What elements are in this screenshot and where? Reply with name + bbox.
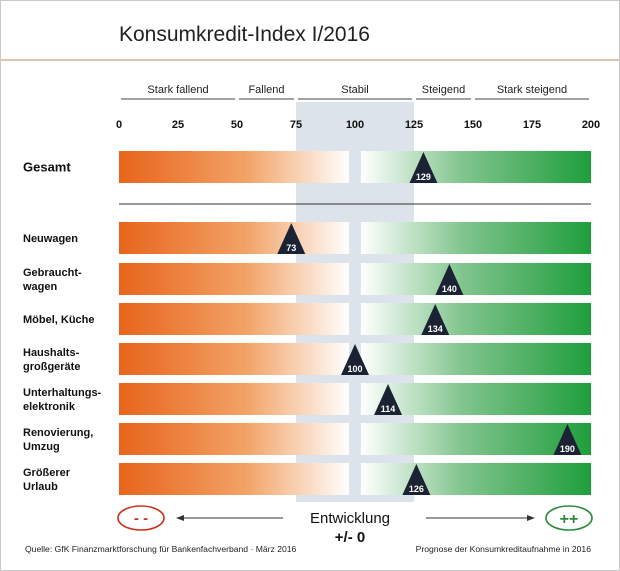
bar-positive [360, 222, 591, 254]
bar-negative [119, 383, 350, 415]
zone-label: Stabil [341, 84, 369, 96]
zone-label: Stark fallend [147, 84, 208, 96]
bar-positive [360, 463, 591, 495]
value-label: 129 [416, 172, 431, 182]
bar-positive [360, 303, 591, 335]
bar-negative [119, 423, 350, 455]
bar-negative [119, 151, 350, 183]
category-label: Neuwagen [23, 233, 78, 245]
plus-label: ++ [560, 511, 579, 528]
bar-positive [360, 151, 591, 183]
bar-negative [119, 303, 350, 335]
category-label: Gesamt [23, 160, 71, 175]
value-marker [421, 304, 450, 335]
arrow-left-head [176, 515, 184, 521]
value-marker [402, 464, 431, 495]
value-label: 140 [442, 284, 457, 294]
category-label: wagen [22, 281, 58, 293]
source-note: Quelle: GfK Finanzmarktforschung für Ban… [25, 544, 297, 554]
tick-label: 100 [346, 119, 364, 131]
arrow-right-head [527, 515, 535, 521]
value-marker [553, 424, 582, 455]
category-label: Möbel, Küche [23, 314, 95, 326]
value-label: 134 [428, 324, 443, 334]
category-label: großgeräte [23, 361, 80, 373]
category-label: Größerer [23, 467, 71, 479]
value-marker [277, 223, 306, 254]
tick-label: 200 [582, 119, 600, 131]
center-value: +/- 0 [335, 529, 365, 546]
tick-label: 75 [290, 119, 302, 131]
tick-label: 125 [405, 119, 423, 131]
category-label: Gebraucht- [23, 267, 82, 279]
bar-positive [360, 423, 591, 455]
category-label: Haushalts- [23, 347, 80, 359]
bar-positive [360, 343, 591, 375]
minus-label: - - [134, 510, 148, 527]
zone-label: Fallend [248, 84, 284, 96]
tick-label: 175 [523, 119, 541, 131]
plus-oval [545, 505, 593, 531]
category-label: Unterhaltungs- [23, 387, 102, 399]
tick-label: 25 [172, 119, 184, 131]
value-marker [409, 152, 438, 183]
chart-title: Konsumkredit-Index I/2016 [119, 23, 370, 46]
value-label: 190 [560, 444, 575, 454]
bar-positive [360, 263, 591, 295]
category-label: Umzug [23, 441, 60, 453]
value-label: 114 [381, 404, 396, 414]
category-label: elektronik [23, 401, 76, 413]
tick-label: 50 [231, 119, 243, 131]
category-label: Urlaub [23, 481, 58, 493]
value-label: 100 [347, 364, 362, 374]
category-label: Renovierung, [23, 427, 93, 439]
forecast-note: Prognose der Konsumkreditaufnahme in 201… [416, 544, 592, 554]
value-marker [374, 384, 403, 415]
value-label: 126 [409, 484, 424, 494]
bar-negative [119, 222, 350, 254]
zone-label: Steigend [422, 84, 465, 96]
tick-label: 150 [464, 119, 482, 131]
value-marker [435, 264, 464, 295]
bar-negative [119, 463, 350, 495]
tick-label: 0 [116, 119, 122, 131]
center-label: Entwicklung [310, 510, 390, 527]
bar-negative [119, 343, 350, 375]
bar-negative [119, 263, 350, 295]
value-marker [341, 344, 369, 375]
value-label: 73 [286, 243, 296, 253]
zone-label: Stark steigend [497, 84, 567, 96]
minus-oval [117, 505, 165, 531]
